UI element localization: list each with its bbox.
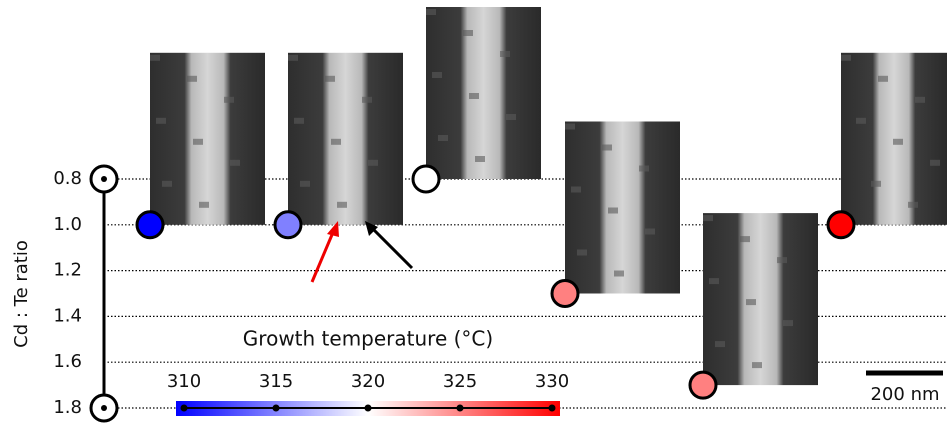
texture bbox=[878, 75, 888, 82]
image-bg bbox=[288, 52, 403, 225]
colorbar-tick bbox=[364, 404, 372, 412]
texture bbox=[300, 180, 310, 187]
texture bbox=[224, 96, 234, 103]
texture bbox=[337, 201, 347, 208]
arrow-head bbox=[327, 221, 339, 237]
texture bbox=[469, 93, 479, 99]
y-tick-label: 1.6 bbox=[53, 351, 82, 372]
texture bbox=[193, 138, 203, 145]
colorbar-tick bbox=[548, 404, 556, 412]
y-tick-label: 1.2 bbox=[53, 260, 82, 281]
texture bbox=[432, 72, 442, 78]
texture bbox=[740, 236, 750, 243]
texture bbox=[565, 123, 575, 130]
texture bbox=[571, 186, 581, 193]
texture bbox=[746, 299, 756, 306]
sem-image bbox=[565, 121, 680, 294]
texture bbox=[331, 138, 341, 145]
image-bg bbox=[565, 121, 680, 294]
texture bbox=[783, 320, 793, 327]
y-tick-label: 1.4 bbox=[53, 305, 82, 326]
texture bbox=[463, 30, 473, 36]
colorbar-tick-label: 325 bbox=[443, 371, 477, 392]
sem-images bbox=[150, 7, 947, 386]
y-axis-label: Cd : Te ratio bbox=[11, 240, 32, 348]
image-bg bbox=[426, 7, 541, 179]
texture bbox=[715, 341, 725, 348]
texture bbox=[500, 51, 510, 57]
colorbar-label: Growth temperature (°C) bbox=[243, 327, 493, 351]
texture bbox=[187, 75, 197, 82]
sem-image bbox=[150, 52, 265, 225]
texture bbox=[856, 117, 866, 124]
texture bbox=[915, 96, 925, 103]
texture bbox=[645, 228, 655, 235]
texture bbox=[577, 249, 587, 256]
texture bbox=[930, 159, 940, 166]
texture bbox=[908, 201, 918, 208]
texture bbox=[368, 159, 378, 166]
texture bbox=[438, 135, 448, 141]
sem-image bbox=[426, 7, 541, 179]
colorbar-tick-label: 310 bbox=[167, 371, 201, 392]
texture bbox=[162, 180, 172, 187]
colorbar-tick-label: 315 bbox=[259, 371, 293, 392]
texture bbox=[294, 117, 304, 124]
colorbar-tick bbox=[456, 404, 464, 412]
point bbox=[826, 210, 856, 240]
texture bbox=[752, 362, 762, 369]
texture bbox=[150, 54, 160, 61]
texture bbox=[893, 138, 903, 145]
texture bbox=[325, 75, 335, 82]
arrow-head bbox=[365, 221, 378, 236]
texture bbox=[871, 180, 881, 187]
texture bbox=[475, 156, 485, 162]
texture bbox=[703, 215, 713, 222]
point bbox=[135, 210, 165, 240]
colorbar-ticks: 310 315 320 325 330 bbox=[167, 371, 569, 412]
texture bbox=[709, 278, 719, 285]
y-tick-label: 1.8 bbox=[53, 397, 82, 418]
scale-bar-label: 200 nm bbox=[870, 384, 939, 405]
point bbox=[550, 279, 580, 308]
texture bbox=[614, 270, 624, 277]
colorbar-tick-label: 320 bbox=[351, 371, 385, 392]
colorbar-tick bbox=[180, 404, 188, 412]
texture bbox=[841, 54, 851, 61]
image-bg bbox=[703, 213, 818, 386]
sem-image bbox=[288, 52, 403, 225]
texture bbox=[639, 165, 649, 172]
colorbar-tick-label: 330 bbox=[535, 371, 569, 392]
texture bbox=[602, 144, 612, 151]
sem-image bbox=[703, 213, 818, 386]
point bbox=[688, 370, 718, 400]
y-tick-label: 0.8 bbox=[53, 168, 82, 189]
points bbox=[135, 164, 856, 400]
arrow bbox=[370, 226, 414, 270]
texture bbox=[199, 201, 209, 208]
texture bbox=[288, 54, 298, 61]
axis-end-markers bbox=[89, 164, 119, 423]
image-bg bbox=[150, 52, 265, 225]
point bbox=[273, 210, 303, 240]
texture bbox=[777, 257, 787, 264]
texture bbox=[426, 9, 436, 15]
texture bbox=[608, 207, 618, 214]
texture bbox=[362, 96, 372, 103]
texture bbox=[506, 114, 516, 120]
y-tick-label: 1.0 bbox=[53, 214, 82, 235]
sem-image bbox=[841, 52, 947, 225]
colorbar-tick bbox=[272, 404, 280, 412]
point bbox=[411, 164, 441, 194]
texture bbox=[230, 159, 240, 166]
arrow bbox=[310, 229, 336, 283]
texture bbox=[156, 117, 166, 124]
